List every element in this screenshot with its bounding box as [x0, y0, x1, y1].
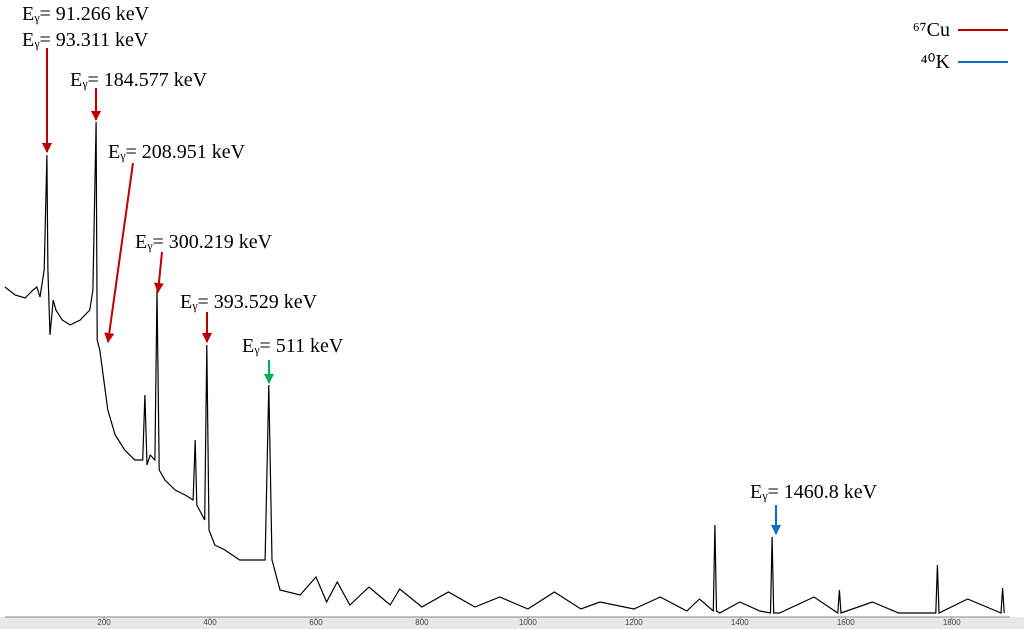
x-tick-label: 400 — [203, 618, 217, 627]
plot — [4, 121, 1005, 615]
legend-label: ⁴⁰K — [921, 51, 951, 73]
x-tick-label: 1200 — [625, 618, 643, 627]
x-tick-label: 200 — [97, 618, 111, 627]
annotation: Eᵧ= 1460.8 keV — [750, 481, 878, 503]
annotation: Eᵧ= 91.266 keV — [22, 3, 150, 25]
annotation: Eᵧ= 300.219 keV — [135, 231, 273, 253]
annotation: Eᵧ= 511 keV — [242, 335, 344, 357]
x-tick-label: 1000 — [519, 618, 537, 627]
arrow — [104, 162, 134, 343]
legend: ⁶⁷Cu ⁴⁰K — [913, 19, 1008, 73]
ticks: 200 400 600 800 1000 1200 1400 1600 1800 — [97, 617, 961, 627]
spectrum-line — [4, 121, 1005, 615]
annotation: Eᵧ= 393.529 keV — [180, 291, 318, 313]
x-tick-label: 600 — [309, 618, 323, 627]
annotation: Eᵧ= 208.951 keV — [108, 141, 246, 163]
annotation: Eᵧ= 184.577 keV — [70, 69, 208, 91]
axis-band — [0, 617, 1024, 629]
x-tick-label: 1800 — [943, 618, 961, 627]
x-tick-label: 1600 — [837, 618, 855, 627]
legend-label: ⁶⁷Cu — [913, 19, 950, 41]
arrows — [42, 48, 781, 535]
annotation: Eᵧ= 93.311 keV — [22, 29, 149, 51]
arrow — [153, 251, 164, 293]
x-tick-label: 1400 — [731, 618, 749, 627]
x-tick-label: 800 — [415, 618, 429, 627]
